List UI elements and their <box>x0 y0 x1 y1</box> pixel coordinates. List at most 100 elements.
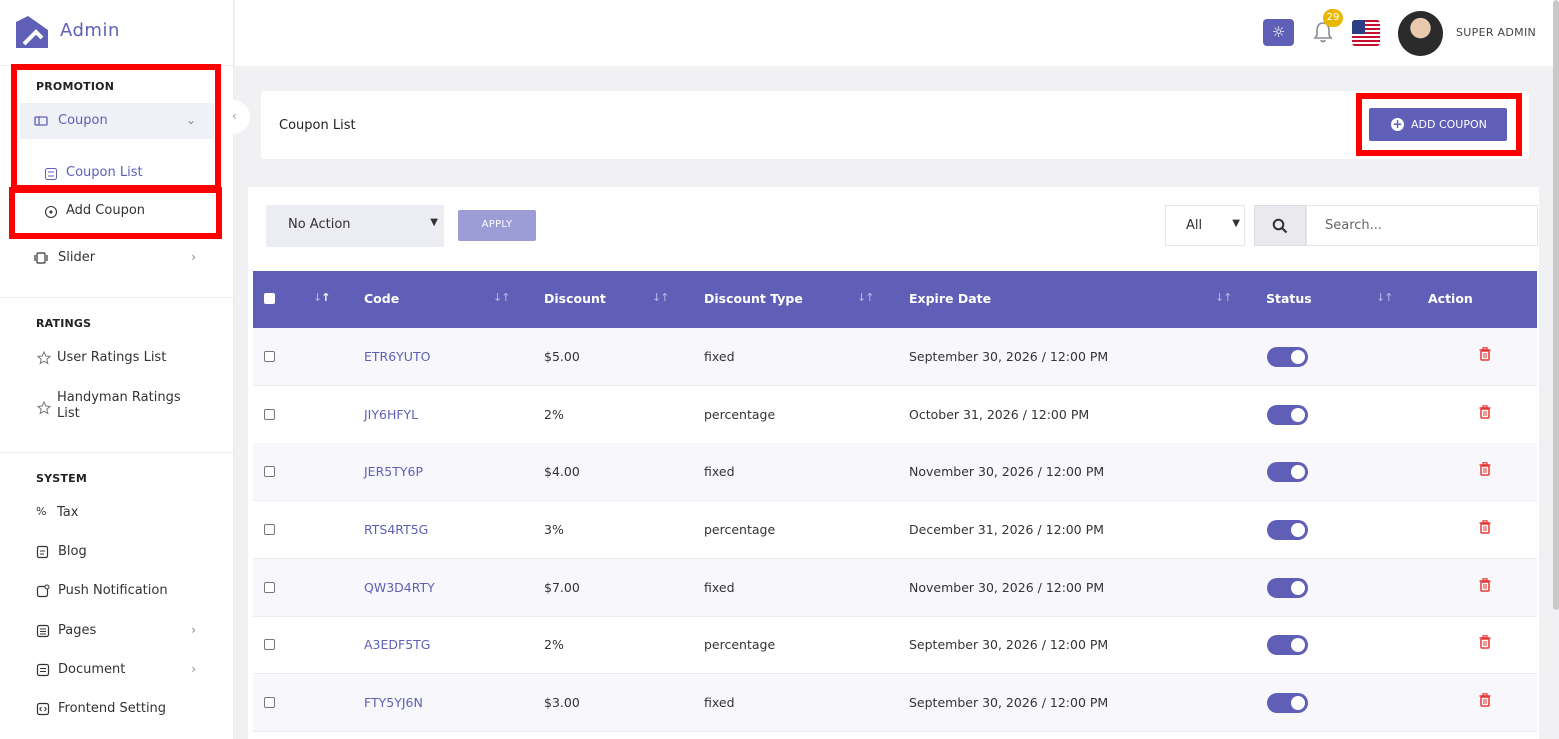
chevron-down-icon: ▼ <box>430 217 438 228</box>
coupon-discount: 2% <box>544 407 564 422</box>
trash-icon[interactable] <box>1479 347 1491 361</box>
row-checkbox[interactable] <box>264 466 275 477</box>
row-checkbox[interactable] <box>264 524 275 535</box>
column-header-code[interactable]: Code <box>364 291 400 306</box>
trash-icon[interactable] <box>1479 578 1491 592</box>
status-toggle[interactable] <box>1267 635 1308 655</box>
theme-toggle-button[interactable]: ☼ <box>1263 19 1294 46</box>
status-toggle[interactable] <box>1267 462 1308 482</box>
slider-icon <box>34 252 48 264</box>
coupon-code[interactable]: A3EDF5TG <box>364 637 431 652</box>
status-filter-select[interactable]: All ▼ <box>1165 205 1245 246</box>
us-flag-icon[interactable] <box>1352 20 1380 46</box>
coupon-code[interactable]: JIY6HFYL <box>364 407 419 422</box>
sidebar-item-label: Document <box>58 662 126 677</box>
sort-icon[interactable]: ↓↑ <box>493 291 510 304</box>
sidebar-item-label: User Ratings List <box>57 350 167 365</box>
sidebar-item-tax[interactable]: % Tax <box>20 495 214 531</box>
column-header-discount[interactable]: Discount <box>544 291 606 306</box>
sidebar-item-coupon-list[interactable]: Coupon List <box>20 155 214 191</box>
column-header-status[interactable]: Status <box>1266 291 1312 306</box>
section-heading-system: SYSTEM <box>36 472 87 485</box>
chevron-right-icon: › <box>191 250 196 264</box>
coupon-expire-date: October 31, 2026 / 12:00 PM <box>909 407 1090 422</box>
table-row: QW3D4RTY $7.00 fixed November 30, 2026 /… <box>253 559 1537 617</box>
user-name[interactable]: SUPER ADMIN <box>1456 26 1537 39</box>
sidebar-item-document[interactable]: Document › <box>20 652 214 688</box>
table-row: JER5TY6P $4.00 fixed November 30, 2026 /… <box>253 443 1537 501</box>
table-row: A3EDF5TG 2% percentage September 30, 202… <box>253 616 1537 674</box>
sidebar-item-pages[interactable]: Pages › <box>20 613 214 649</box>
star-icon <box>37 351 51 365</box>
sidebar-item-label: Pages <box>58 623 97 638</box>
table-row: ETR6YUTO $5.00 fixed September 30, 2026 … <box>253 328 1537 386</box>
sidebar-collapse-toggle[interactable]: ‹ <box>226 100 250 134</box>
sidebar-item-add-coupon[interactable]: Add Coupon <box>20 193 214 229</box>
add-coupon-button[interactable]: + ADD COUPON <box>1369 108 1507 141</box>
coupon-code[interactable]: RTS4RT5G <box>364 522 429 537</box>
scrollbar[interactable] <box>1553 0 1559 610</box>
divider <box>0 452 234 453</box>
column-header-expire-date[interactable]: Expire Date <box>909 291 992 306</box>
row-checkbox[interactable] <box>264 697 275 708</box>
sidebar-item-label: Coupon List <box>66 165 143 180</box>
status-toggle[interactable] <box>1267 347 1308 367</box>
sidebar-item-label: Blog <box>58 544 87 559</box>
row-checkbox[interactable] <box>264 351 275 362</box>
document-icon <box>36 663 50 677</box>
sidebar-item-slider[interactable]: Slider › <box>20 240 214 276</box>
apply-button[interactable]: APPLY <box>458 210 536 241</box>
sidebar-item-push-notification[interactable]: Push Notification <box>20 573 214 609</box>
chevron-right-icon: › <box>191 623 196 637</box>
sidebar-item-label: Tax <box>57 505 79 520</box>
percent-icon: % <box>36 505 47 518</box>
status-toggle[interactable] <box>1267 520 1308 540</box>
chevron-down-icon: ▼ <box>1232 218 1240 229</box>
coupon-code[interactable]: JER5TY6P <box>364 464 423 479</box>
search-input[interactable] <box>1306 205 1538 246</box>
status-toggle[interactable] <box>1267 405 1308 425</box>
row-checkbox[interactable] <box>264 639 275 650</box>
select-all-checkbox[interactable] <box>264 293 275 304</box>
chevron-down-icon: ⌄ <box>185 113 196 127</box>
section-heading-promotion: PROMOTION <box>36 80 115 93</box>
coupon-discount-type: fixed <box>704 464 735 479</box>
trash-icon[interactable] <box>1479 635 1491 649</box>
trash-icon[interactable] <box>1479 462 1491 476</box>
coupon-code[interactable]: FTY5YJ6N <box>364 695 423 710</box>
avatar[interactable] <box>1398 11 1443 56</box>
sort-icon[interactable]: ↓↑ <box>1376 291 1393 304</box>
page-header-card <box>261 91 1529 159</box>
sidebar-item-frontend-setting[interactable]: Frontend Setting <box>20 691 214 727</box>
search-button[interactable] <box>1254 205 1306 246</box>
sidebar-item-blog[interactable]: Blog <box>20 534 214 570</box>
sort-icon[interactable]: ↓↑ <box>313 291 330 304</box>
column-header-discount-type[interactable]: Discount Type <box>704 291 803 306</box>
notification-badge: 29 <box>1323 9 1343 27</box>
coupon-discount: 2% <box>544 637 564 652</box>
sort-icon[interactable]: ↓↑ <box>1215 291 1232 304</box>
bulk-action-select[interactable]: No Action ▼ <box>266 205 444 247</box>
brand[interactable]: Admin <box>0 0 234 66</box>
status-toggle[interactable] <box>1267 578 1308 598</box>
row-checkbox[interactable] <box>264 582 275 593</box>
column-header-action: Action <box>1428 291 1473 306</box>
sidebar-item-user-ratings[interactable]: User Ratings List <box>20 340 214 376</box>
notification-icon <box>36 584 50 598</box>
row-checkbox[interactable] <box>264 409 275 420</box>
sidebar-item-handyman-ratings[interactable]: Handyman Ratings List <box>20 388 214 428</box>
coupon-code[interactable]: ETR6YUTO <box>364 349 431 364</box>
trash-icon[interactable] <box>1479 520 1491 534</box>
sort-icon[interactable]: ↓↑ <box>857 291 874 304</box>
status-toggle[interactable] <box>1267 693 1308 713</box>
trash-icon[interactable] <box>1479 405 1491 419</box>
sidebar-item-coupon[interactable]: Coupon ⌄ <box>20 103 214 139</box>
sidebar-item-label: Handyman Ratings List <box>57 390 181 421</box>
code-icon <box>36 702 50 716</box>
section-heading-ratings: RATINGS <box>36 317 92 330</box>
coupon-expire-date: November 30, 2026 / 12:00 PM <box>909 580 1105 595</box>
sort-icon[interactable]: ↓↑ <box>652 291 669 304</box>
add-coupon-label: ADD COUPON <box>1411 118 1487 131</box>
coupon-code[interactable]: QW3D4RTY <box>364 580 435 595</box>
trash-icon[interactable] <box>1479 693 1491 707</box>
